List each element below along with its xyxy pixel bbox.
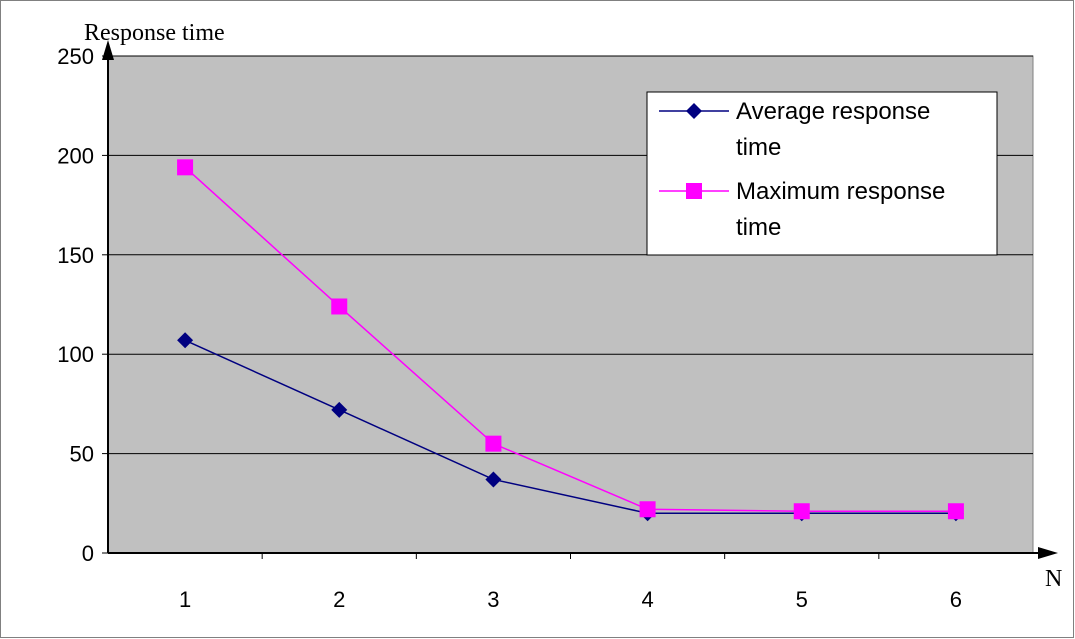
x-axis-title: N <box>1045 566 1062 592</box>
legend-label-1-0: Maximum response <box>736 178 945 205</box>
x-tick-label-2: 2 <box>333 587 345 612</box>
series-line <box>184 166 956 513</box>
x-tick-label-5: 5 <box>796 587 808 612</box>
legend-label-1-1: time <box>736 214 781 241</box>
x-axis-arrow <box>1038 547 1058 559</box>
legend-label-0-1: time <box>736 134 781 161</box>
y-tick-label-150: 150 <box>57 243 94 268</box>
data-point-2 <box>331 401 348 418</box>
axes: 0 50 100 150 200 250 1 2 3 4 5 6 <box>57 40 1058 612</box>
data-point-6 <box>947 503 964 520</box>
data-point-1 <box>177 159 194 176</box>
y-axis-arrow <box>102 40 114 60</box>
y-tick-label-250: 250 <box>57 44 94 69</box>
series-maximum <box>177 159 964 520</box>
x-tick-label-3: 3 <box>487 587 499 612</box>
data-point-1 <box>177 332 194 349</box>
legend-box <box>646 91 998 256</box>
data-point-3 <box>485 471 502 488</box>
x-tick-label-6: 6 <box>950 587 962 612</box>
data-point-3 <box>485 435 502 452</box>
x-tick-label-4: 4 <box>641 587 653 612</box>
y-tick-label-100: 100 <box>57 342 94 367</box>
y-axis-title: Response time <box>84 20 225 46</box>
y-tick-label-0: 0 <box>82 541 94 566</box>
x-tick-label-1: 1 <box>179 587 191 612</box>
legend: Average response time Maximum response time <box>646 91 998 256</box>
series-group <box>177 159 964 522</box>
data-point-2 <box>331 298 348 315</box>
legend-key-marker-0 <box>686 103 702 119</box>
legend-label-0-0: Average response <box>736 98 930 125</box>
legend-key-marker-1 <box>686 183 702 199</box>
series-line <box>184 339 956 514</box>
data-point-4 <box>639 501 656 518</box>
y-tick-label-200: 200 <box>57 143 94 168</box>
y-tick-label-50: 50 <box>70 442 94 467</box>
data-point-5 <box>793 503 810 520</box>
